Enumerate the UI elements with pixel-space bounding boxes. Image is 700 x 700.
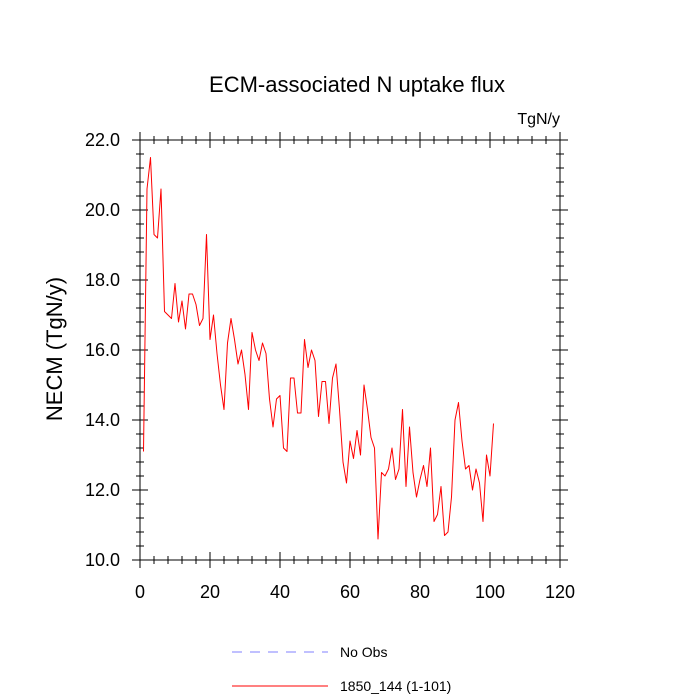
x-tick-labels: 0 20 40 60 80 100 120 xyxy=(135,582,575,602)
legend-label-no-obs: No Obs xyxy=(340,644,387,660)
plot-frame xyxy=(139,139,561,561)
y-tick-label: 18.0 xyxy=(85,270,120,290)
y-tick-label: 10.0 xyxy=(85,550,120,570)
x-tick-label: 100 xyxy=(475,582,505,602)
y-tick-label: 16.0 xyxy=(85,340,120,360)
x-tick-label: 120 xyxy=(545,582,575,602)
y-tick-label: 20.0 xyxy=(85,200,120,220)
series-lines xyxy=(143,157,494,540)
units-label: TgN/y xyxy=(517,111,560,128)
series-line-1 xyxy=(143,157,494,540)
x-tick-label: 80 xyxy=(410,582,430,602)
x-tick-label: 40 xyxy=(270,582,290,602)
y-axis-label: NECM (TgN/y) xyxy=(42,277,67,421)
x-tick-label: 60 xyxy=(340,582,360,602)
y-tick-label: 22.0 xyxy=(85,130,120,150)
major-ticks xyxy=(132,132,568,568)
y-tick-label: 12.0 xyxy=(85,480,120,500)
x-tick-label: 20 xyxy=(200,582,220,602)
y-tick-labels: 10.0 12.0 14.0 16.0 18.0 20.0 22.0 xyxy=(85,130,120,570)
y-tick-label: 14.0 xyxy=(85,410,120,430)
x-tick-label: 0 xyxy=(135,582,145,602)
legend: No Obs 1850_144 (1-101) xyxy=(232,644,451,694)
chart-title: ECM-associated N uptake flux xyxy=(209,72,505,97)
legend-label-1850-144: 1850_144 (1-101) xyxy=(340,678,451,694)
minor-ticks xyxy=(136,136,564,564)
